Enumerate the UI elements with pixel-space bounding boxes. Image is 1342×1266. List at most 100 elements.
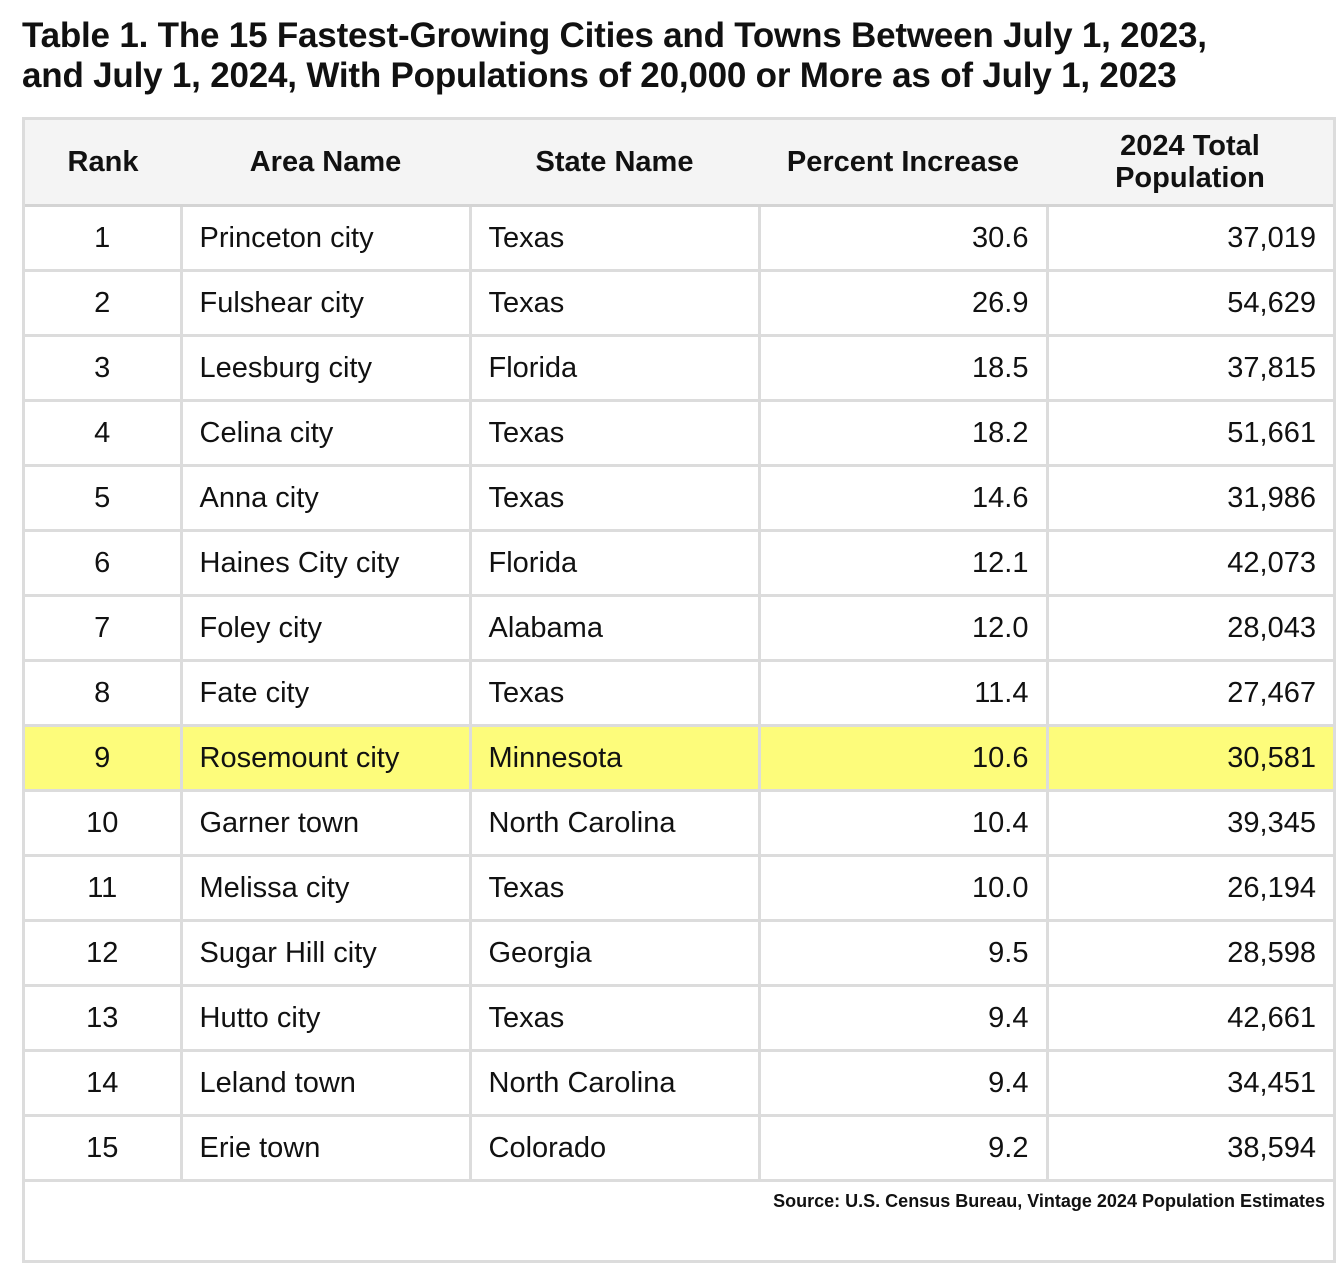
- population-table: Rank Area Name State Name Percent Increa…: [25, 120, 1333, 1220]
- cell-percent-increase: 10.4: [757, 789, 1047, 856]
- cell-total-population: 42,073: [1045, 529, 1333, 596]
- cell-percent-increase: 12.1: [757, 529, 1047, 596]
- cell-rank: 12: [25, 919, 181, 986]
- cell-total-population: 30,581: [1045, 724, 1333, 791]
- cell-rank: 2: [25, 269, 181, 336]
- table-row: 11 Melissa city Texas 10.0 26,194: [25, 854, 1333, 921]
- cell-percent-increase: 30.6: [757, 205, 1047, 271]
- population-table-container: Rank Area Name State Name Percent Increa…: [22, 117, 1336, 1263]
- cell-total-population: 39,345: [1045, 789, 1333, 856]
- cell-total-population: 28,043: [1045, 594, 1333, 661]
- table-row: 6 Haines City city Florida 12.1 42,073: [25, 529, 1333, 596]
- header-state-name: State Name: [470, 120, 759, 207]
- header-total-population-line-2: Population: [1115, 162, 1265, 194]
- cell-state-name: Texas: [468, 659, 759, 726]
- cell-state-name: North Carolina: [468, 789, 759, 856]
- header-total-population-line-1: 2024 Total: [1120, 130, 1260, 162]
- cell-percent-increase: 12.0: [757, 594, 1047, 661]
- cell-area-name: Hutto city: [179, 984, 470, 1051]
- cell-rank: 5: [25, 464, 181, 531]
- table-row: 12 Sugar Hill city Georgia 9.5 28,598: [25, 919, 1333, 986]
- cell-percent-increase: 9.4: [757, 984, 1047, 1051]
- table-footer-row: Source: U.S. Census Bureau, Vintage 2024…: [25, 1179, 1333, 1220]
- cell-rank: 15: [25, 1114, 181, 1181]
- cell-total-population: 42,661: [1045, 984, 1333, 1051]
- cell-area-name: Melissa city: [179, 854, 470, 921]
- source-note: Source: U.S. Census Bureau, Vintage 2024…: [25, 1179, 1333, 1220]
- table-row: 4 Celina city Texas 18.2 51,661: [25, 399, 1333, 466]
- cell-state-name: Georgia: [468, 919, 759, 986]
- cell-state-name: Minnesota: [468, 724, 759, 791]
- cell-area-name: Princeton city: [179, 205, 470, 271]
- cell-area-name: Leesburg city: [179, 334, 470, 401]
- header-total-population: 2024 Total Population: [1047, 120, 1333, 207]
- header-area-name: Area Name: [181, 120, 470, 207]
- cell-area-name: Garner town: [179, 789, 470, 856]
- cell-percent-increase: 18.5: [757, 334, 1047, 401]
- cell-rank: 8: [25, 659, 181, 726]
- cell-total-population: 34,451: [1045, 1049, 1333, 1116]
- cell-rank: 7: [25, 594, 181, 661]
- cell-rank: 4: [25, 399, 181, 466]
- table-header-row: Rank Area Name State Name Percent Increa…: [25, 120, 1333, 207]
- cell-area-name: Fulshear city: [179, 269, 470, 336]
- cell-area-name: Celina city: [179, 399, 470, 466]
- header-percent-increase: Percent Increase: [759, 120, 1047, 207]
- cell-percent-increase: 14.6: [757, 464, 1047, 531]
- table-title-line-2: and July 1, 2024, With Populations of 20…: [22, 56, 1177, 95]
- table-row: 7 Foley city Alabama 12.0 28,043: [25, 594, 1333, 661]
- cell-state-name: Alabama: [468, 594, 759, 661]
- cell-percent-increase: 26.9: [757, 269, 1047, 336]
- cell-state-name: Texas: [468, 269, 759, 336]
- cell-percent-increase: 11.4: [757, 659, 1047, 726]
- table-row: 2 Fulshear city Texas 26.9 54,629: [25, 269, 1333, 336]
- table-row: 8 Fate city Texas 11.4 27,467: [25, 659, 1333, 726]
- table-row: 15 Erie town Colorado 9.2 38,594: [25, 1114, 1333, 1181]
- cell-rank: 3: [25, 334, 181, 401]
- cell-rank: 13: [25, 984, 181, 1051]
- cell-state-name: Colorado: [468, 1114, 759, 1181]
- cell-total-population: 31,986: [1045, 464, 1333, 531]
- cell-total-population: 54,629: [1045, 269, 1333, 336]
- table-row: 5 Anna city Texas 14.6 31,986: [25, 464, 1333, 531]
- cell-total-population: 51,661: [1045, 399, 1333, 466]
- cell-percent-increase: 10.0: [757, 854, 1047, 921]
- table-body: 1 Princeton city Texas 30.6 37,019 2 Fulshear …: [25, 205, 1333, 1181]
- cell-percent-increase: 10.6: [757, 724, 1047, 791]
- cell-area-name: Foley city: [179, 594, 470, 661]
- cell-percent-increase: 18.2: [757, 399, 1047, 466]
- cell-area-name: Rosemount city: [179, 724, 470, 791]
- cell-rank: 1: [94, 221, 111, 254]
- table-row: 13 Hutto city Texas 9.4 42,661: [25, 984, 1333, 1051]
- cell-state-name: Texas: [468, 399, 759, 466]
- cell-area-name: Anna city: [179, 464, 470, 531]
- cell-total-population: 38,594: [1045, 1114, 1333, 1181]
- cell-area-name: Erie town: [179, 1114, 470, 1181]
- cell-state-name: Texas: [468, 464, 759, 531]
- cell-rank: 10: [25, 789, 181, 856]
- cell-total-population: 37,019: [1045, 205, 1333, 271]
- cell-state-name: Florida: [468, 529, 759, 596]
- table-row: 1 Princeton city Texas 30.6 37,019: [25, 205, 1333, 271]
- cell-area-name: Fate city: [179, 659, 470, 726]
- cell-percent-increase: 9.5: [757, 919, 1047, 986]
- cell-state-name: North Carolina: [468, 1049, 759, 1116]
- table-row: 3 Leesburg city Florida 18.5 37,815: [25, 334, 1333, 401]
- header-rank: Rank: [25, 120, 181, 207]
- cell-state-name: Texas: [468, 205, 759, 271]
- table-title-line-1: Table 1. The 15 Fastest-Growing Cities a…: [22, 16, 1207, 55]
- cell-area-name: Sugar Hill city: [179, 919, 470, 986]
- cell-total-population: 26,194: [1045, 854, 1333, 921]
- table-row-highlighted: 9 Rosemount city Minnesota 10.6 30,581: [25, 724, 1333, 791]
- cell-state-name: Florida: [468, 334, 759, 401]
- table-title: Table 1. The 15 Fastest-Growing Cities a…: [22, 16, 1332, 96]
- cell-area-name: Haines City city: [179, 529, 470, 596]
- cell-rank: 14: [25, 1049, 181, 1116]
- cell-total-population: 27,467: [1045, 659, 1333, 726]
- cell-rank: 6: [25, 529, 181, 596]
- cell-rank: 11: [25, 854, 181, 921]
- cell-state-name: Texas: [468, 854, 759, 921]
- table-row: 14 Leland town North Carolina 9.4 34,451: [25, 1049, 1333, 1116]
- cell-rank: 9: [25, 724, 181, 791]
- table-row: 10 Garner town North Carolina 10.4 39,345: [25, 789, 1333, 856]
